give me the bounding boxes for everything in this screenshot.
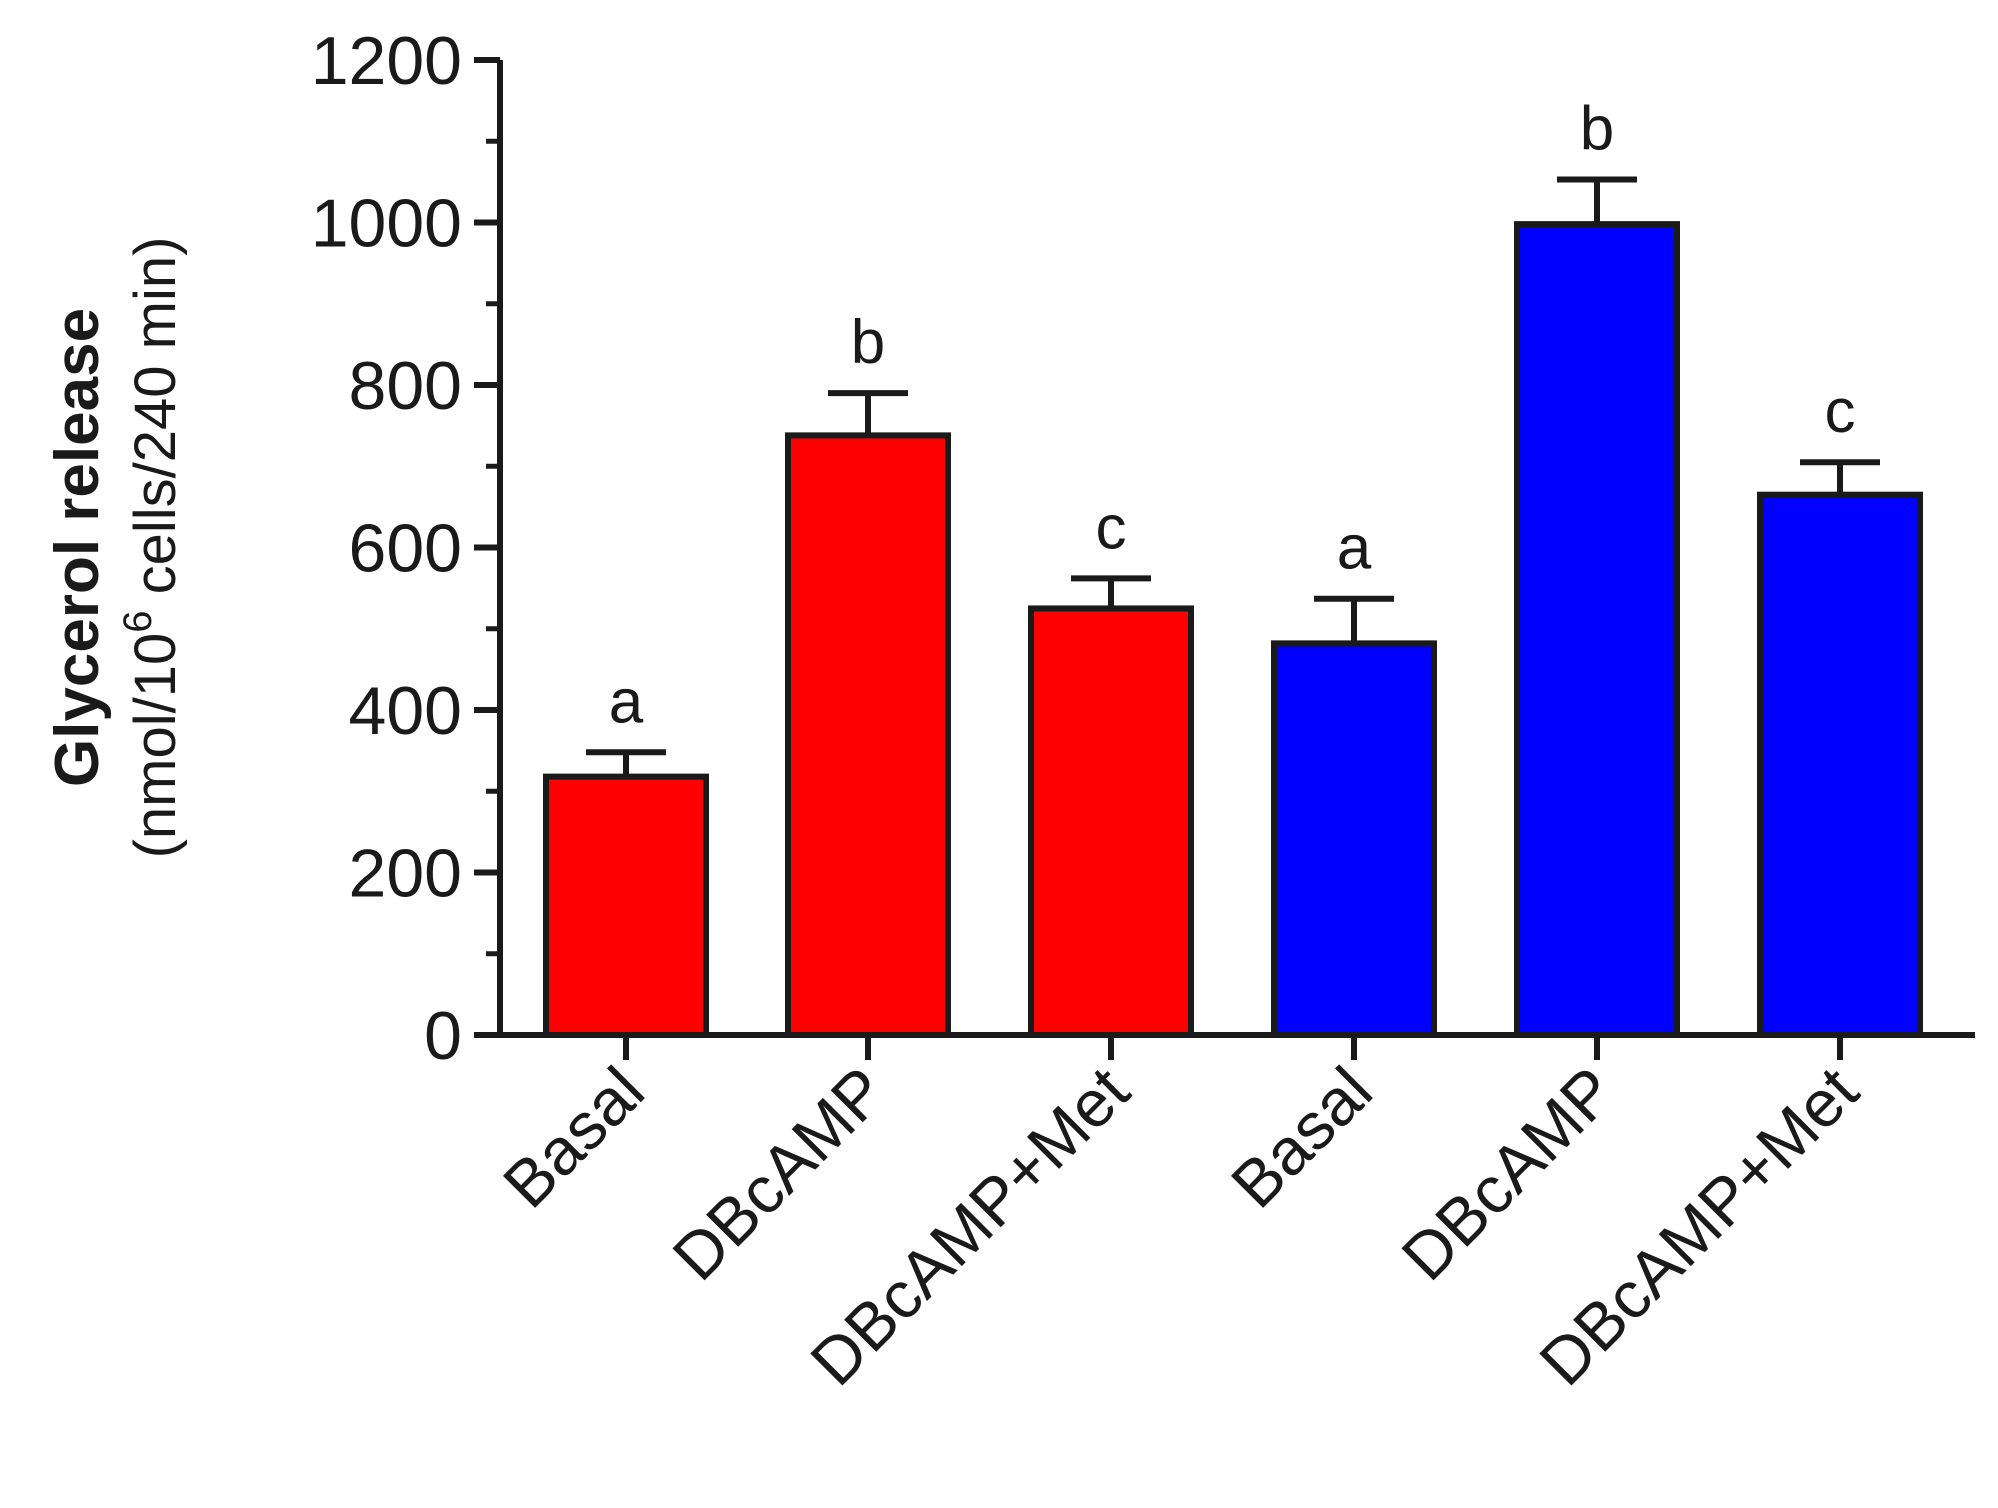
significance-letter: b (1580, 94, 1614, 163)
y-axis-unit-suffix: cells/240 min) (123, 237, 188, 611)
y-tick-label: 200 (349, 836, 462, 912)
y-tick-label: 800 (349, 348, 462, 424)
y-axis-unit-prefix: (nmol/10 (123, 633, 188, 859)
significance-letter: a (1337, 514, 1372, 583)
significance-letter: a (609, 667, 644, 736)
significance-letter: c (1825, 377, 1856, 446)
bar (785, 432, 951, 1038)
bars (543, 176, 1923, 1038)
y-axis-title: Glycerol release (nmol/106 cells/240 min… (43, 237, 188, 859)
bar (1757, 491, 1923, 1038)
significance-letter: b (851, 308, 885, 377)
x-tick-label: Basal (1217, 1053, 1386, 1222)
bar (1028, 605, 1194, 1038)
x-tick-label: DBcAMP (658, 1053, 900, 1295)
significance-letter: c (1096, 493, 1127, 562)
y-axis-label: Glycerol release (43, 308, 112, 787)
y-tick-label: 1000 (311, 186, 462, 262)
y-tick-label: 400 (349, 673, 462, 749)
y-axis-unit-label: (nmol/106 cells/240 min) (116, 237, 188, 859)
x-tick-label: DBcAMP (1387, 1053, 1629, 1295)
bar (1271, 640, 1437, 1038)
y-tick-label: 600 (349, 511, 462, 587)
y-tick-label: 0 (424, 998, 462, 1074)
x-tick-label: Basal (489, 1053, 658, 1222)
bar (543, 773, 709, 1038)
bar (1514, 221, 1680, 1038)
axes (474, 57, 1975, 1060)
y-tick-label: 1200 (311, 23, 462, 99)
y-axis-unit-superscript: 6 (116, 611, 160, 633)
